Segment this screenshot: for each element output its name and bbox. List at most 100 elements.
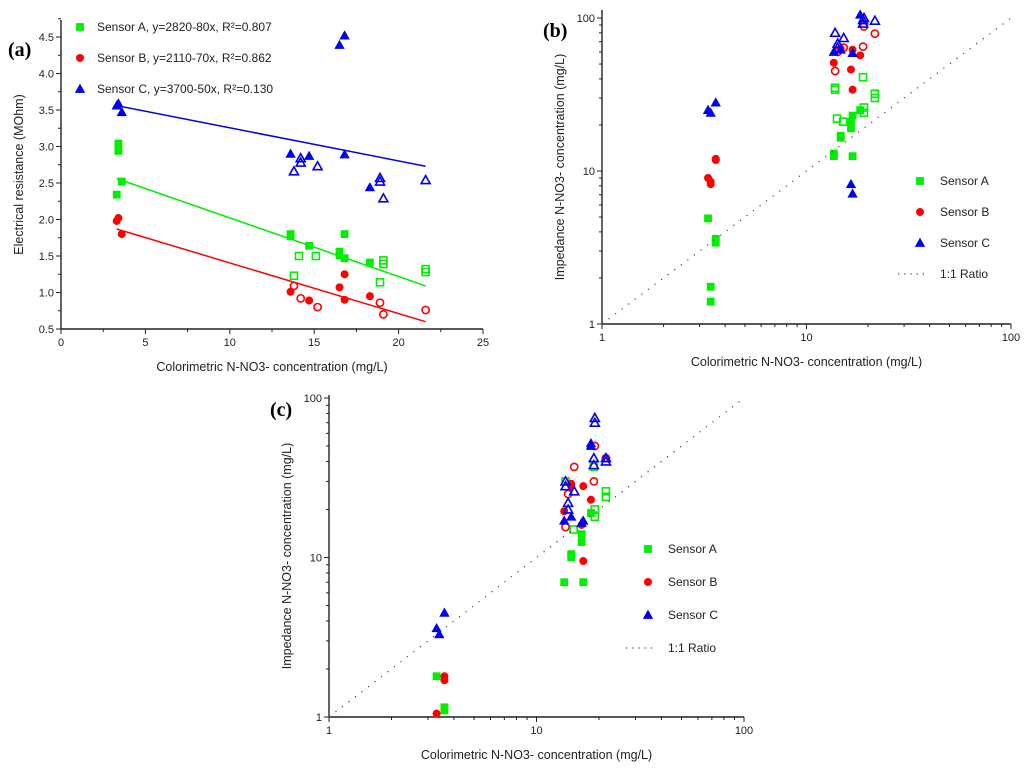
data-point [340, 230, 349, 239]
x-tick-label: 20 [392, 337, 404, 349]
data-point-open [421, 267, 430, 277]
data-point [305, 241, 314, 250]
data-point-open [858, 42, 868, 52]
x-tick-label: 25 [477, 337, 489, 349]
data-point-open [587, 451, 600, 463]
legend-marker [914, 237, 926, 247]
data-point-open [601, 492, 611, 502]
data-point [706, 180, 715, 189]
data-point-open [588, 411, 601, 423]
x-tick-label: 10 [224, 337, 236, 349]
data-point [856, 106, 865, 115]
data-point [706, 282, 715, 291]
data-point [848, 85, 857, 94]
data-point [587, 509, 595, 517]
data-point-open [869, 14, 881, 26]
legend-label: Sensor B [940, 205, 989, 219]
data-point [848, 152, 857, 161]
data-point-open [830, 66, 840, 76]
x-tick-label: 1 [599, 332, 605, 344]
x-tick-label: 100 [735, 725, 753, 737]
legend-marker [644, 545, 652, 553]
y-tick-label: 1 [316, 712, 322, 724]
data-point-open [559, 475, 572, 486]
data-point-open [311, 160, 324, 171]
fit-line [116, 104, 426, 167]
y-tick-label: 10 [310, 553, 322, 565]
data-point [114, 146, 123, 155]
data-point [704, 214, 712, 223]
data-point-open [568, 485, 581, 496]
data-point-open [379, 259, 388, 269]
data-point [305, 296, 314, 305]
data-point [112, 190, 121, 199]
data-point-open [837, 31, 850, 43]
data-point [340, 295, 349, 304]
legend-label: 1:1 Ratio [668, 641, 716, 655]
data-point [440, 706, 449, 715]
data-point [285, 148, 296, 158]
data-point-open [870, 29, 880, 39]
data-point [829, 58, 838, 67]
data-point [845, 178, 857, 189]
data-point [585, 437, 597, 448]
ratio-line [328, 397, 745, 718]
x-tick-label: 1 [326, 725, 332, 737]
data-point-open [379, 309, 388, 319]
data-point [434, 628, 445, 639]
legend-marker [642, 609, 654, 619]
data-point [334, 39, 345, 49]
data-point [340, 254, 349, 263]
data-point-open [377, 192, 390, 203]
x-axis-title: Colorimetric N-NO3- concentration (mg/L) [691, 355, 922, 369]
data-point-open [830, 85, 840, 94]
data-point [116, 106, 127, 117]
data-point-open [288, 165, 300, 176]
fit-line [116, 228, 426, 323]
data-point [836, 133, 845, 142]
data-point [439, 607, 450, 617]
x-tick-label: 5 [142, 337, 148, 349]
legend-label: Sensor A [668, 542, 717, 556]
data-point [847, 47, 858, 57]
panel-label: (c) [270, 399, 292, 421]
data-point-open [838, 117, 848, 127]
data-point-open [374, 171, 386, 183]
legend-label: Sensor B [668, 575, 717, 589]
data-point-open [569, 462, 579, 472]
data-point-open [296, 293, 306, 303]
data-point-open [289, 281, 299, 291]
data-point [286, 287, 295, 296]
data-point [335, 283, 344, 292]
data-point [286, 232, 295, 241]
legend-marker [76, 54, 85, 63]
legend-marker [644, 578, 653, 587]
legend-label: Sensor C, y=3700-50x, R²=0.130 [97, 82, 273, 96]
legend-marker [76, 23, 84, 31]
data-point [339, 30, 350, 40]
data-point [706, 297, 715, 306]
data-point [829, 149, 838, 158]
x-tick-label: 10 [530, 725, 542, 737]
data-point-open [600, 451, 612, 463]
data-point [117, 177, 126, 186]
y-tick-label: 1 [589, 319, 595, 331]
x-tick-label: 10 [800, 332, 812, 344]
data-point-open [870, 93, 880, 103]
data-point [364, 182, 376, 192]
data-point-open [375, 277, 385, 287]
data-point [847, 124, 855, 133]
data-point [711, 156, 720, 165]
x-tick-label: 0 [58, 337, 64, 349]
x-axis-title: Colorimetric N-NO3- concentration (mg/L) [156, 360, 387, 374]
data-point-open [311, 251, 321, 261]
data-point-open [569, 525, 578, 534]
data-point [567, 553, 576, 562]
y-axis-title: Impedance N-NO3- concentration (mg/L) [553, 54, 567, 280]
data-point-open [289, 271, 299, 281]
data-point [340, 270, 349, 279]
legend: Sensor A, y=2820-80x, R²=0.807 Sensor B, … [74, 20, 273, 96]
legend-label: Sensor B, y=2110-70x, R²=0.862 [97, 51, 272, 65]
y-axis-title: Impedance N-NO3- concentration (mg/L) [280, 443, 294, 669]
